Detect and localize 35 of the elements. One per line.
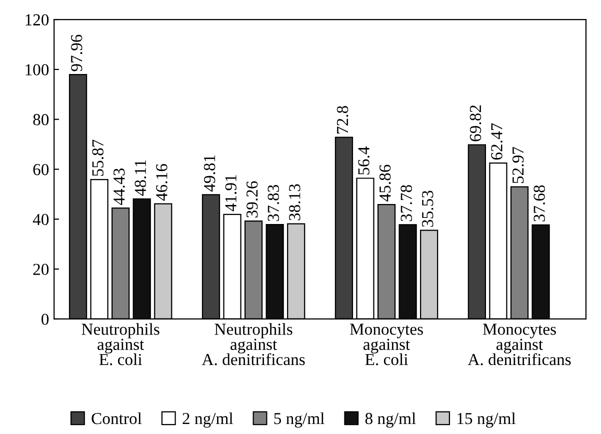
y-tick-label: 120 (26, 14, 49, 26)
data-label: 69.82 (470, 105, 482, 142)
data-label: 48.11 (134, 160, 146, 196)
data-label: 72.8 (336, 106, 348, 134)
y-tick-label: 20 (33, 264, 49, 276)
y-tick-label: 80 (33, 114, 49, 126)
legend-label: 5 ng/ml (274, 412, 324, 428)
data-label: 45.86 (379, 164, 391, 202)
data-label: 49.81 (204, 155, 216, 192)
data-label: 35.53 (422, 190, 434, 227)
data-label: 39.26 (246, 181, 258, 218)
data-label: 37.68 (534, 185, 546, 222)
legend-label: 8 ng/ml (365, 412, 416, 428)
x-tick-label: Neutrophils against A. denitrificans (202, 323, 305, 366)
y-tick-label: 0 (42, 314, 49, 325)
x-tick-label: Neutrophils against E. coli (82, 323, 160, 366)
data-label: 41.91 (225, 175, 237, 212)
y-tick-label: 100 (26, 64, 49, 76)
legend-label: 15 ng/ml (458, 412, 516, 428)
data-label: 55.87 (92, 140, 104, 176)
legend-label: Control (92, 412, 142, 424)
x-tick-label: Monocytes against A. denitrificans (468, 324, 571, 366)
data-label: 56.4 (358, 146, 370, 174)
y-tick-label: 60 (33, 164, 49, 176)
data-label: 62.47 (491, 123, 502, 160)
x-tick-label: Monocytes against E. coli (350, 324, 423, 366)
y-tick-label: 40 (32, 214, 49, 226)
data-label: 52.97 (512, 147, 524, 184)
data-label: 38.13 (289, 184, 300, 220)
legend-label: 2 ng/ml (182, 412, 234, 428)
data-label: 46.16 (156, 164, 168, 201)
data-label: 97.96 (70, 34, 82, 72)
data-label: 37.83 (268, 184, 280, 222)
data-label: 37.78 (400, 185, 412, 222)
data-label: 44.43 (114, 168, 125, 206)
